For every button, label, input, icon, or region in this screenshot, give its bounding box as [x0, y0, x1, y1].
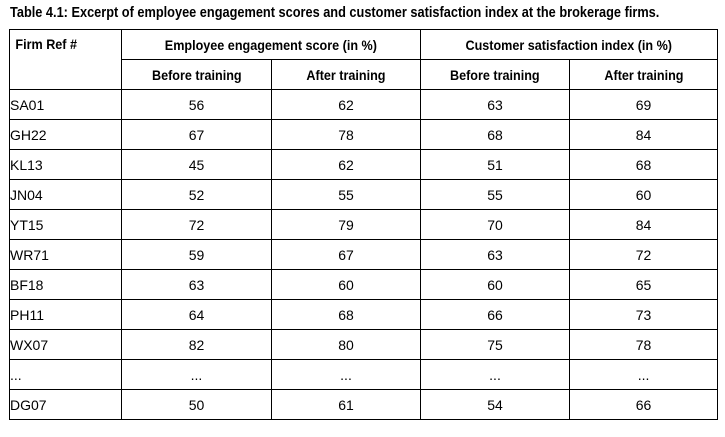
table-row: PH11 64 68 66 73 — [9, 299, 719, 330]
firm-ref-cell: ... — [9, 359, 122, 390]
firm-ref-cell: WX07 — [9, 329, 122, 360]
satisfaction-after-cell: 69 — [569, 89, 719, 120]
table-row: DG07 50 61 54 66 — [9, 389, 719, 420]
table-row-ellipsis: ... ... ... ... ... — [9, 359, 719, 390]
satisfaction-after-cell: 84 — [569, 119, 719, 150]
firm-ref-cell: YT15 — [9, 209, 122, 240]
table-row: WX07 82 80 75 78 — [9, 329, 719, 360]
engagement-table: Firm Ref # Employee engagement score (in… — [9, 29, 719, 420]
firm-ref-cell: JN04 — [9, 179, 122, 210]
satisfaction-before-cell: 68 — [420, 119, 571, 150]
engagement-before-cell: ... — [121, 359, 272, 390]
engagement-after-cell: 61 — [270, 389, 422, 420]
engagement-before-cell: 82 — [121, 329, 272, 360]
engagement-before-cell: 59 — [121, 239, 272, 270]
header-row-groups: Firm Ref # Employee engagement score (in… — [9, 29, 719, 90]
table-row: KL13 45 62 51 68 — [9, 149, 719, 180]
satisfaction-before-cell: ... — [420, 359, 571, 390]
satisfaction-after-cell: 66 — [569, 389, 719, 420]
satisfaction-before-cell: 70 — [420, 209, 571, 240]
engagement-after-cell: 55 — [270, 179, 422, 210]
engagement-before-cell: 63 — [121, 269, 272, 300]
engagement-before-cell: 56 — [121, 89, 272, 120]
engagement-after-cell: 62 — [270, 149, 422, 180]
engagement-before-cell: 64 — [121, 299, 272, 330]
engagement-after-cell: 60 — [270, 269, 422, 300]
firm-ref-cell: DG07 — [9, 389, 122, 420]
satisfaction-after-cell: 72 — [569, 239, 719, 270]
column-header-engagement-before: Before training — [121, 59, 272, 90]
satisfaction-after-cell: 68 — [569, 149, 719, 180]
table-row: GH22 67 78 68 84 — [9, 119, 719, 150]
firm-ref-cell: WR71 — [9, 239, 122, 270]
engagement-before-cell: 67 — [121, 119, 272, 150]
firm-ref-cell: GH22 — [9, 119, 122, 150]
engagement-after-cell: 80 — [270, 329, 422, 360]
firm-ref-cell: BF18 — [9, 269, 122, 300]
satisfaction-after-cell: 65 — [569, 269, 719, 300]
satisfaction-before-cell: 75 — [420, 329, 571, 360]
table-row: BF18 63 60 60 65 — [9, 269, 719, 300]
column-header-engagement-after: After training — [270, 59, 422, 90]
engagement-after-cell: 67 — [270, 239, 422, 270]
satisfaction-before-cell: 63 — [420, 239, 571, 270]
engagement-before-cell: 50 — [121, 389, 272, 420]
column-group-engagement: Employee engagement score (in %) — [120, 29, 422, 60]
column-header-satisfaction-after: After training — [569, 59, 719, 90]
engagement-after-cell: 79 — [270, 209, 422, 240]
table-row: WR71 59 67 63 72 — [9, 239, 719, 270]
column-header-satisfaction-before: Before training — [420, 59, 571, 90]
header-row-sub: Before training After training Before tr… — [10, 59, 719, 90]
satisfaction-after-cell: 78 — [569, 329, 719, 360]
satisfaction-before-cell: 60 — [420, 269, 571, 300]
column-header-firm-ref: Firm Ref # — [9, 29, 122, 90]
satisfaction-before-cell: 54 — [420, 389, 571, 420]
satisfaction-after-cell: ... — [569, 359, 719, 390]
firm-ref-cell: SA01 — [9, 89, 122, 120]
column-group-satisfaction: Customer satisfaction index (in %) — [420, 29, 719, 60]
table-row: SA01 56 62 63 69 — [9, 89, 719, 120]
table-row: YT15 72 79 70 84 — [9, 209, 719, 240]
engagement-before-cell: 52 — [121, 179, 272, 210]
engagement-after-cell: ... — [270, 359, 422, 390]
satisfaction-after-cell: 73 — [569, 299, 719, 330]
engagement-before-cell: 72 — [121, 209, 272, 240]
table-caption: Table 4.1: Excerpt of employee engagemen… — [10, 5, 660, 21]
satisfaction-before-cell: 51 — [420, 149, 571, 180]
firm-ref-cell: KL13 — [9, 149, 122, 180]
engagement-after-cell: 68 — [270, 299, 422, 330]
table-row: JN04 52 55 55 60 — [9, 179, 719, 210]
satisfaction-before-cell: 66 — [420, 299, 571, 330]
satisfaction-before-cell: 55 — [420, 179, 571, 210]
firm-ref-cell: PH11 — [9, 299, 122, 330]
satisfaction-after-cell: 60 — [569, 179, 719, 210]
engagement-after-cell: 78 — [270, 119, 422, 150]
satisfaction-before-cell: 63 — [420, 89, 571, 120]
engagement-before-cell: 45 — [121, 149, 272, 180]
engagement-after-cell: 62 — [270, 89, 422, 120]
satisfaction-after-cell: 84 — [569, 209, 719, 240]
